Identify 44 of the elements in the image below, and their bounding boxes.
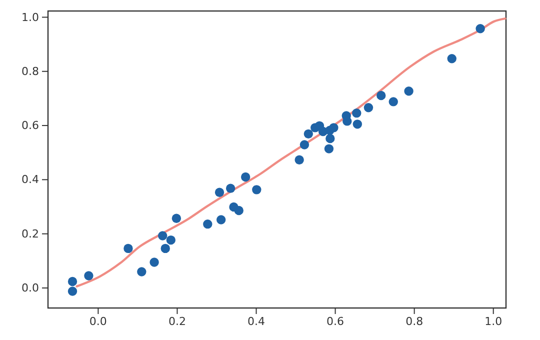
x-tick-label: 0.0 bbox=[89, 314, 107, 328]
point bbox=[476, 24, 485, 34]
x-tick-label: 0.2 bbox=[168, 314, 186, 328]
point bbox=[234, 206, 244, 216]
point bbox=[324, 144, 334, 154]
point bbox=[124, 244, 133, 254]
point bbox=[150, 258, 159, 267]
x-tick-label: 0.4 bbox=[248, 314, 266, 328]
point bbox=[158, 231, 168, 240]
point bbox=[68, 286, 78, 296]
point bbox=[240, 172, 250, 182]
point bbox=[252, 185, 262, 194]
point bbox=[226, 184, 236, 193]
point bbox=[326, 134, 335, 144]
y-tick-label: 0.0 bbox=[22, 281, 39, 294]
point bbox=[214, 188, 224, 197]
y-tick-label: 0.4 bbox=[22, 173, 39, 186]
point bbox=[352, 108, 362, 118]
y-tick-label: 0.8 bbox=[22, 64, 39, 78]
point bbox=[447, 54, 456, 64]
point bbox=[84, 271, 94, 280]
point bbox=[203, 219, 212, 229]
point bbox=[166, 235, 176, 245]
x-tick-label: 0.6 bbox=[326, 314, 344, 328]
point bbox=[294, 155, 304, 164]
y-tick-label: 0.2 bbox=[22, 227, 39, 240]
point bbox=[68, 276, 78, 286]
x-tick-label: 0.8 bbox=[406, 314, 424, 328]
point bbox=[300, 140, 310, 150]
point bbox=[329, 123, 338, 132]
point bbox=[304, 129, 314, 139]
point bbox=[388, 97, 398, 106]
point bbox=[137, 267, 146, 276]
point bbox=[342, 116, 352, 126]
y-tick-label: 0.6 bbox=[22, 119, 39, 132]
point bbox=[376, 90, 386, 100]
point bbox=[404, 86, 414, 96]
point bbox=[160, 244, 170, 254]
point bbox=[352, 120, 362, 129]
point bbox=[216, 215, 226, 224]
y-tick-label: 1.0 bbox=[22, 10, 39, 24]
point bbox=[172, 214, 182, 223]
point bbox=[364, 103, 374, 112]
x-tick-label: 1.0 bbox=[484, 314, 502, 328]
